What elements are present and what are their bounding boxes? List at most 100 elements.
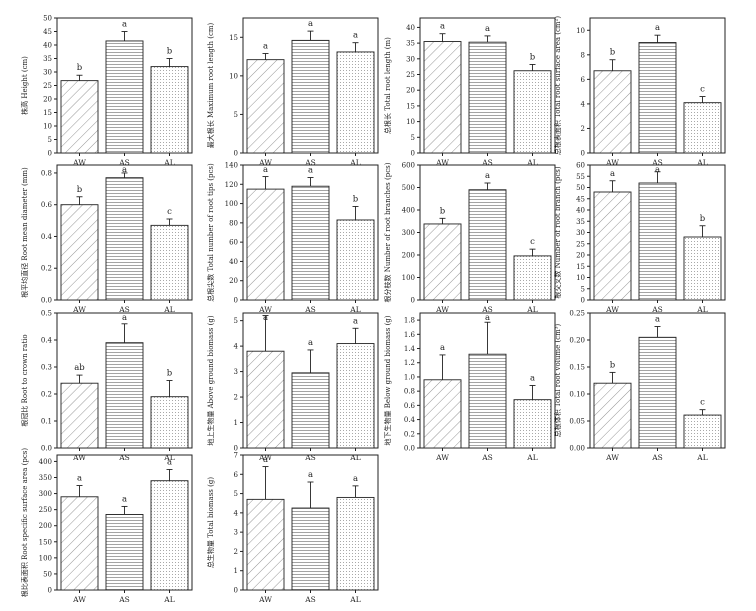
y-tick-label: 0.1 bbox=[41, 418, 52, 426]
x-tick-label: AW bbox=[258, 595, 272, 604]
chart-panel-10: 0.0 0.2 0.4 0.6 0.8 1.0 1.2 1.4 1.6 1.8 地下生物量 Belo… bbox=[383, 312, 556, 462]
y-tick-label: 5 bbox=[411, 134, 415, 142]
x-tick-label: AL bbox=[349, 595, 360, 604]
y-tick-label: 4 bbox=[234, 343, 239, 351]
y-tick-label: 1.4 bbox=[404, 345, 416, 353]
x-tick-label: AS bbox=[651, 305, 663, 314]
y-tick-label: 0.4 bbox=[41, 233, 53, 241]
y-tick-label: 0.25 bbox=[569, 310, 585, 318]
y-tick-label: 50 bbox=[43, 15, 52, 23]
significance-letter: c bbox=[700, 398, 705, 408]
y-tick-label: 2 bbox=[581, 125, 585, 133]
significance-letter: c bbox=[530, 237, 535, 247]
x-tick-label: AS bbox=[481, 158, 493, 167]
x-tick-label: AW bbox=[605, 305, 619, 314]
significance-letter: a bbox=[440, 343, 445, 353]
y-tick-label: 1.8 bbox=[404, 317, 415, 325]
bar-as bbox=[291, 39, 330, 154]
x-tick-label: AL bbox=[696, 305, 707, 314]
x-tick-label: AW bbox=[435, 453, 449, 462]
significance-letter: b bbox=[700, 214, 706, 224]
y-tick-label: 4 bbox=[581, 100, 586, 108]
y-tick-label: 0.4 bbox=[41, 337, 53, 345]
x-tick-label: AS bbox=[118, 158, 130, 167]
y-tick-label: 0.6 bbox=[404, 402, 416, 410]
significance-letter: b bbox=[353, 194, 359, 204]
y-axis-label: 总根体积 Total root volume (cm³) bbox=[553, 323, 562, 437]
bar-al bbox=[336, 496, 375, 591]
y-tick-label: 0 bbox=[581, 150, 585, 158]
y-tick-label: 10 bbox=[576, 274, 585, 282]
y-tick-label: 1.0 bbox=[404, 373, 415, 381]
bar-aw bbox=[593, 382, 632, 449]
bar-aw bbox=[423, 379, 462, 449]
x-tick-label: AL bbox=[696, 158, 707, 167]
y-tick-label: 5 bbox=[48, 136, 52, 144]
x-tick-label: AL bbox=[526, 305, 537, 314]
y-axis-label: 地上生物量 Above ground biomass (g) bbox=[206, 315, 215, 445]
bar-al bbox=[513, 399, 552, 449]
y-tick-label: 0 bbox=[234, 297, 238, 305]
chart-panel-6: 0 100 200 300 400 500 600 根分枝数 Number of root b… bbox=[383, 162, 556, 314]
y-tick-label: 5 bbox=[234, 111, 238, 119]
x-tick-label: AS bbox=[118, 595, 130, 604]
y-tick-label: 10 bbox=[406, 118, 415, 126]
significance-letter: a bbox=[485, 24, 490, 34]
bar-al bbox=[683, 102, 722, 154]
significance-letter: b bbox=[610, 360, 616, 370]
significance-letter: a bbox=[353, 31, 358, 41]
y-tick-label: 0.05 bbox=[569, 418, 585, 426]
y-tick-label: 0.2 bbox=[41, 265, 52, 273]
x-tick-label: AL bbox=[349, 158, 360, 167]
significance-letter: a bbox=[308, 470, 313, 480]
y-tick-label: 45 bbox=[576, 195, 585, 203]
bar-aw bbox=[246, 498, 285, 591]
y-tick-label: 6 bbox=[581, 76, 586, 84]
y-tick-label: 5 bbox=[581, 285, 585, 293]
chart-panel-11: 0.00 0.05 0.10 0.15 0.20 0.25 总根体积 Total root … bbox=[553, 310, 726, 462]
y-tick-label: 2 bbox=[234, 394, 238, 402]
bar-aw bbox=[60, 204, 99, 301]
significance-letter: a bbox=[122, 494, 127, 504]
significance-letter: a bbox=[530, 373, 535, 383]
x-tick-label: AW bbox=[258, 453, 272, 462]
x-tick-label: AS bbox=[304, 305, 316, 314]
x-tick-label: AL bbox=[163, 595, 174, 604]
bar-al bbox=[683, 414, 722, 449]
y-tick-label: 0.0 bbox=[404, 445, 415, 453]
bar-as bbox=[638, 336, 677, 449]
y-tick-label: 20 bbox=[43, 96, 52, 104]
y-axis-label: 地下生物量 Below ground biomass (g) bbox=[383, 315, 392, 445]
significance-letter: a bbox=[610, 169, 615, 179]
y-tick-label: 0 bbox=[48, 150, 52, 158]
bar-aw bbox=[246, 188, 285, 301]
y-axis-label: 总生物量 Total biomass (g) bbox=[206, 477, 215, 568]
y-tick-label: 55 bbox=[576, 173, 585, 181]
significance-letter: b bbox=[610, 48, 616, 58]
y-axis-label: 总根表面积 Total root surface area (cm²) bbox=[553, 16, 562, 155]
y-tick-label: 0.4 bbox=[404, 416, 416, 424]
y-tick-label: 150 bbox=[39, 538, 52, 546]
x-tick-label: AW bbox=[72, 453, 86, 462]
y-tick-label: 0.2 bbox=[41, 391, 52, 399]
y-tick-label: 1.2 bbox=[404, 359, 415, 367]
y-tick-label: 0.5 bbox=[41, 310, 52, 318]
y-tick-label: 5 bbox=[234, 490, 238, 498]
significance-letter: a bbox=[122, 165, 127, 175]
bar-al bbox=[150, 396, 189, 449]
y-tick-label: 140 bbox=[225, 162, 238, 170]
y-tick-label: 400 bbox=[39, 458, 52, 466]
chart-panel-3: 0 2 4 6 8 10 总根表面积 Total root surface area (cm… bbox=[553, 16, 726, 167]
x-tick-label: AL bbox=[163, 453, 174, 462]
x-tick-label: AL bbox=[526, 453, 537, 462]
y-tick-label: 45 bbox=[43, 28, 52, 36]
y-tick-label: 35 bbox=[43, 55, 52, 63]
significance-letter: a bbox=[263, 313, 268, 323]
y-tick-label: 100 bbox=[402, 274, 415, 282]
y-tick-label: 100 bbox=[39, 554, 52, 562]
bar-as bbox=[468, 189, 507, 301]
y-tick-label: 400 bbox=[402, 207, 415, 215]
x-tick-label: AW bbox=[435, 158, 449, 167]
y-tick-label: 0 bbox=[234, 445, 238, 453]
y-tick-label: 10 bbox=[229, 72, 238, 80]
